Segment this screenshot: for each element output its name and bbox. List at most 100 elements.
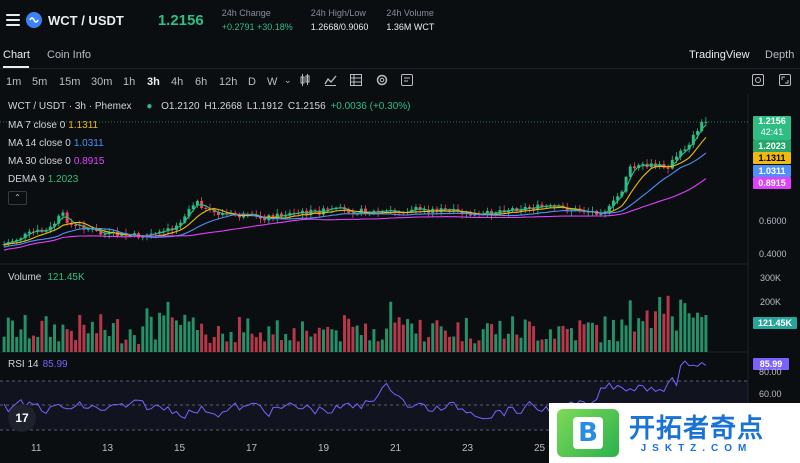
timeframe-4h[interactable]: 4h <box>171 76 184 88</box>
legend-ma30[interactable]: MA 30 close 0 0.8915 <box>8 156 104 167</box>
tab-chart[interactable]: Chart <box>3 49 30 61</box>
volume-bar <box>502 338 506 352</box>
timeframe-w[interactable]: W <box>267 76 278 88</box>
volume-bar <box>103 329 107 352</box>
ohlc-high: H1.2668 <box>204 101 243 112</box>
volume-bar <box>460 341 464 352</box>
timeframe-1h[interactable]: 1h <box>123 76 136 88</box>
tradingview-logo[interactable]: 17 <box>8 404 36 432</box>
candle-body <box>326 208 330 210</box>
ohlc-close: C1.2156 <box>287 101 326 112</box>
legend-ma14[interactable]: MA 14 close 0 1.0311 <box>8 138 104 149</box>
stat-24h-volume: 24h Volume 1.36M WCT <box>386 6 434 34</box>
candle-body <box>414 207 418 210</box>
timeframe-3h[interactable]: 3h <box>147 76 160 88</box>
volume-bar <box>569 328 573 352</box>
timeframe-1m[interactable]: 1m <box>6 76 22 88</box>
candle-body <box>443 208 447 210</box>
volume-bar <box>679 299 683 352</box>
rsi-tag: 85.99 <box>753 358 789 370</box>
volume-bar <box>506 333 510 352</box>
volume-bar <box>481 329 485 352</box>
volume-bar <box>578 320 582 352</box>
timeframe-30m[interactable]: 30m <box>91 76 113 88</box>
add-note-icon[interactable] <box>401 74 413 89</box>
timeframe-5m[interactable]: 5m <box>32 76 48 88</box>
candle-body <box>624 176 628 192</box>
volume-bar <box>263 341 267 352</box>
volume-bar <box>448 336 452 352</box>
candle-body <box>422 209 426 211</box>
divider <box>0 68 800 69</box>
pair-title[interactable]: WCT / USDT <box>48 12 124 28</box>
settings-icon[interactable] <box>376 74 388 89</box>
legend-volume: Volume 121.45K <box>8 272 85 283</box>
volume-bar <box>401 324 405 352</box>
candle-body <box>653 163 657 167</box>
stat-24h-change: 24h Change +0.2791 +30.18% <box>222 6 293 34</box>
candle-body <box>687 144 691 150</box>
volume-bar <box>477 340 481 352</box>
candle-body <box>221 213 225 215</box>
volume-bar <box>561 325 565 352</box>
volume-bar <box>380 339 384 352</box>
price-tag-ma14: 1.0311 <box>753 165 791 177</box>
layout-icon[interactable] <box>350 74 362 89</box>
volume-bar <box>225 341 229 352</box>
candle-body <box>149 233 153 235</box>
volume-bar <box>61 324 65 352</box>
volume-bar <box>57 341 61 352</box>
volume-bar <box>99 314 103 352</box>
candle-body <box>237 215 241 218</box>
volume-bar <box>527 321 531 352</box>
volume-bar <box>44 316 48 352</box>
candle-body <box>212 209 216 213</box>
candle-body <box>519 209 523 212</box>
moving-average-line <box>3 124 707 245</box>
volume-bar <box>599 342 603 352</box>
candle-body <box>372 210 376 213</box>
candle-body <box>485 210 489 214</box>
candle-body <box>448 209 452 211</box>
volume-bar <box>347 318 351 352</box>
stat-label: 24h Volume <box>386 8 434 18</box>
menu-icon[interactable] <box>6 14 20 26</box>
volume-bar <box>540 339 544 352</box>
volume-bar <box>565 328 569 352</box>
candle-body <box>61 212 65 216</box>
legend-ma7[interactable]: MA 7 close 0 1.1311 <box>8 120 98 131</box>
volume-bar <box>208 342 212 352</box>
volume-bar <box>410 323 414 352</box>
collapse-legend-button[interactable]: ⌃ <box>8 191 27 205</box>
timeframe-d[interactable]: D <box>248 76 256 88</box>
legend-dot-icon: ● <box>146 101 153 112</box>
timeframe-15m[interactable]: 15m <box>59 76 81 88</box>
volume-bar <box>284 333 288 352</box>
screenshot-icon[interactable] <box>752 74 764 89</box>
ma30-label: MA 30 close 0 <box>8 156 71 167</box>
legend-dema[interactable]: DEMA 9 1.2023 <box>8 174 78 185</box>
timeframe-6h[interactable]: 6h <box>195 76 208 88</box>
volume-bar <box>74 340 78 352</box>
volume-bar <box>271 334 275 352</box>
volume-tag: 121.45K <box>753 317 797 329</box>
tab-depth[interactable]: Depth <box>765 49 795 61</box>
candle-body <box>19 238 23 240</box>
chevron-down-icon[interactable]: ⌄ <box>284 75 292 85</box>
indicators-icon[interactable] <box>324 74 337 89</box>
fullscreen-icon[interactable] <box>779 74 791 89</box>
x-tick: 15 <box>174 443 186 454</box>
timeframe-12h[interactable]: 12h <box>219 76 238 88</box>
volume-bar <box>431 323 435 352</box>
tab-tradingview[interactable]: TradingView <box>689 49 750 61</box>
tab-coin-info[interactable]: Coin Info <box>47 49 92 61</box>
volume-bar <box>649 327 653 352</box>
volume-bar <box>376 341 380 352</box>
volume-bar <box>397 317 401 352</box>
candle-body <box>700 121 704 132</box>
candle-body <box>216 212 220 215</box>
volume-bar <box>557 326 561 352</box>
x-tick: 11 <box>31 443 42 454</box>
volume-bar <box>435 320 439 352</box>
candle-type-icon[interactable] <box>299 74 311 89</box>
